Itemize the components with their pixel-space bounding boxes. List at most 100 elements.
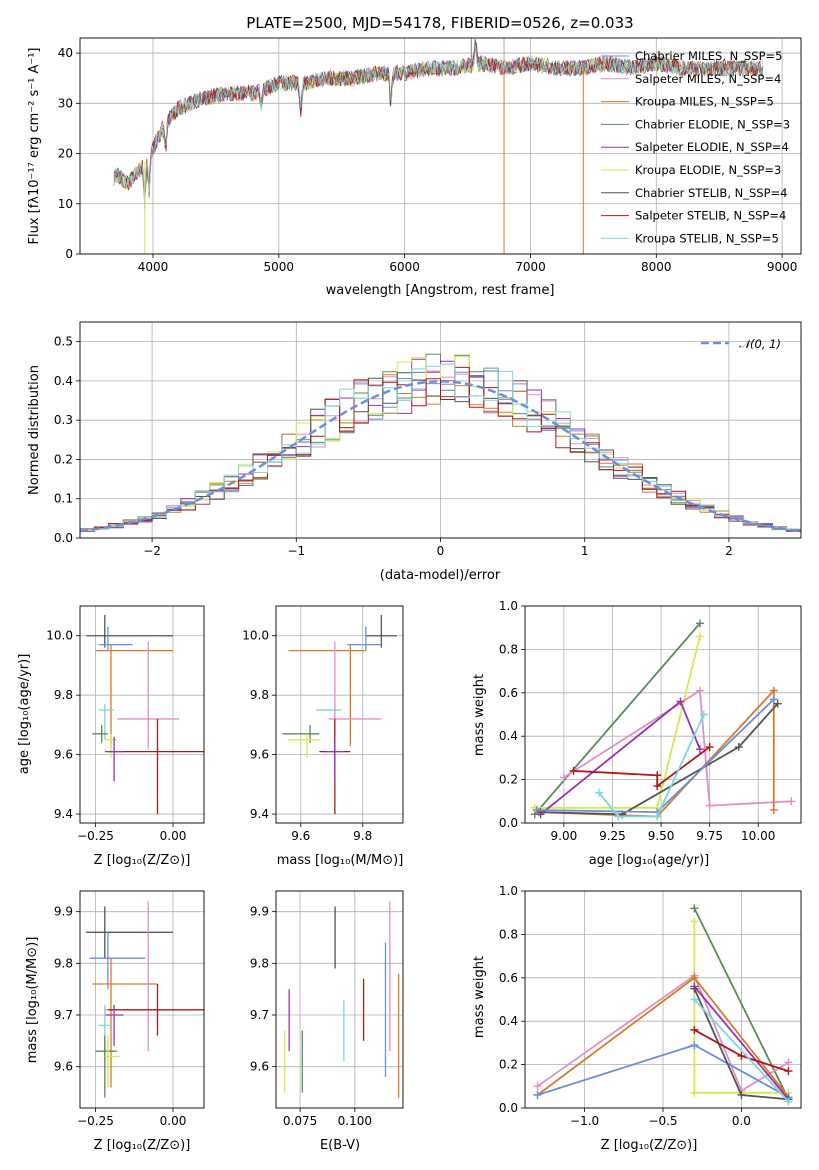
weight-marker xyxy=(784,1058,793,1067)
y-tick-label: 9.8 xyxy=(54,688,73,702)
x-tick-label: 7000 xyxy=(515,260,546,274)
weight-vs-z-panel: −1.0 −0.5 0.0 0.0 0.2 0.4 0.6 0.8 1.0 Z [log₁₀(Z… xyxy=(472,884,802,1153)
y-tick-label: 0.3 xyxy=(54,413,73,427)
y-tick-label: 9.6 xyxy=(54,748,73,762)
y-tick-label: 9.7 xyxy=(54,1008,73,1022)
weight-marker xyxy=(737,1051,746,1060)
legend-label: Salpeter MILES, N_SSP=4 xyxy=(635,72,781,86)
y-tick-label: 0.2 xyxy=(499,1058,518,1072)
weight-marker xyxy=(695,632,704,641)
age-vs-mass-xlabel: mass [log₁₀(M/M⊙)] xyxy=(277,853,404,868)
weight-marker xyxy=(653,782,662,791)
weight-marker xyxy=(690,904,699,913)
legend-label: Kroupa STELIB, N_SSP=5 xyxy=(635,231,779,245)
y-tick-label: 20 xyxy=(58,147,73,161)
y-tick-label: 30 xyxy=(58,96,73,110)
weight-vs-z-ylabel: mass weight xyxy=(472,956,487,1038)
spectrum-panel: PLATE=2500, MJD=54178, FIBERID=0526, z=0… xyxy=(27,14,802,298)
weight-line xyxy=(534,622,701,815)
residuals-xlabel: (data-model)/error xyxy=(380,568,501,583)
y-tick-label: 10.0 xyxy=(242,629,269,643)
y-tick-label: 0.8 xyxy=(499,927,518,941)
x-tick-label: −2 xyxy=(143,544,161,558)
weight-marker xyxy=(734,743,743,752)
y-tick-label: 10.0 xyxy=(46,629,73,643)
y-tick-label: 0.8 xyxy=(499,642,518,656)
y-tick-label: 0.2 xyxy=(499,773,518,787)
x-tick-label: −0.25 xyxy=(77,1114,114,1128)
x-tick-label: −0.25 xyxy=(77,829,114,843)
y-tick-label: 1.0 xyxy=(499,884,518,898)
weight-marker xyxy=(695,745,704,754)
weight-marker xyxy=(690,917,699,926)
weight-marker xyxy=(690,1041,699,1050)
axes-frame xyxy=(79,890,205,1109)
spectrum-line xyxy=(113,39,764,200)
legend-label: Chabrier ELODIE, N_SSP=3 xyxy=(635,117,790,131)
x-tick-label: 9.50 xyxy=(648,829,675,843)
weight-marker xyxy=(676,697,685,706)
y-tick-label: 10 xyxy=(58,197,73,211)
y-tick-label: 0.4 xyxy=(499,729,518,743)
histogram-step xyxy=(80,363,801,534)
axes-frame xyxy=(79,321,802,539)
age-vs-mass-panel: 9.6 9.8 9.4 9.6 9.8 10.0 mass [log₁₀(M/M⊙)] xyxy=(242,605,404,868)
y-tick-label: 9.4 xyxy=(54,807,73,821)
weight-line xyxy=(540,702,779,816)
x-tick-label: −1 xyxy=(287,544,305,558)
weight-marker xyxy=(533,1090,542,1099)
x-tick-label: 5000 xyxy=(264,260,295,274)
y-tick-label: 0.0 xyxy=(54,531,73,545)
residuals-legend: 𝒩(0, 1) xyxy=(701,337,781,351)
mass-vs-ebv-xlabel: E(B-V) xyxy=(320,1138,360,1153)
spectrum-xlabel: wavelength [Angstrom, rest frame] xyxy=(326,283,555,298)
axes-frame xyxy=(79,37,802,255)
weight-marker xyxy=(690,1088,699,1097)
weight-line xyxy=(693,998,790,1103)
y-tick-label: 9.8 xyxy=(250,956,269,970)
mass-vs-z-xlabel: Z [log₁₀(Z/Z⊙)] xyxy=(94,1138,191,1153)
axes-frame xyxy=(524,890,802,1109)
weight-vs-age-ylabel: mass weight xyxy=(472,674,487,756)
weight-marker xyxy=(690,995,699,1004)
y-tick-label: 0.2 xyxy=(54,452,73,466)
weight-marker xyxy=(784,1097,793,1106)
weight-line xyxy=(534,636,701,809)
gaussian-curve xyxy=(79,380,802,533)
weight-line xyxy=(598,714,705,818)
y-tick-label: 9.8 xyxy=(250,688,269,702)
weight-marker xyxy=(769,805,778,814)
y-tick-label: 9.6 xyxy=(250,748,269,762)
x-tick-label: 0 xyxy=(437,544,445,558)
weight-marker xyxy=(705,743,714,752)
x-tick-label: 1 xyxy=(581,544,589,558)
x-tick-label: 0.0 xyxy=(732,1114,751,1128)
legend-label: Chabrier MILES, N_SSP=5 xyxy=(635,49,782,63)
axes-frame xyxy=(275,605,404,824)
x-tick-label: 0.075 xyxy=(283,1114,317,1128)
weight-line xyxy=(693,985,790,1100)
y-tick-label: 40 xyxy=(58,46,73,60)
y-tick-label: 0.5 xyxy=(54,335,73,349)
weight-marker xyxy=(614,812,623,821)
weight-marker xyxy=(737,1090,746,1099)
weight-marker xyxy=(533,1082,542,1091)
y-tick-label: 9.9 xyxy=(54,905,73,919)
mass-vs-z-ylabel: mass [log₁₀(M/M⊙)] xyxy=(25,937,40,1064)
y-tick-label: 1.0 xyxy=(499,599,518,613)
weight-line xyxy=(563,689,792,807)
axes-frame xyxy=(275,890,404,1109)
x-tick-label: 4000 xyxy=(138,260,169,274)
weight-marker xyxy=(532,805,541,814)
legend-label: Kroupa ELODIE, N_SSP=3 xyxy=(635,163,781,177)
weight-line xyxy=(693,908,790,1100)
residuals-panel: 𝒩(0, 1) −2 −1 0 1 2 0.0 0.1 0.2 0.3 0.4 0.5 (data-… xyxy=(27,321,802,583)
y-tick-label: 0 xyxy=(65,247,73,261)
y-tick-label: 0.6 xyxy=(499,971,518,985)
weight-line xyxy=(573,746,711,788)
x-tick-label: 2 xyxy=(725,544,733,558)
spectrum-legend: Chabrier MILES, N_SSP=5 Salpeter MILES, N… xyxy=(601,49,790,245)
weight-marker xyxy=(769,686,778,695)
y-tick-label: 0.4 xyxy=(499,1014,518,1028)
